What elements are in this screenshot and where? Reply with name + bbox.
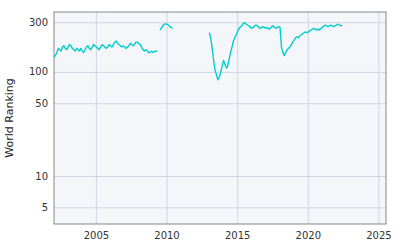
chart-container: 5 10 50 100 300 2005 2010 2015 2020 2025 World Ran… (0, 0, 400, 250)
y-grid-line (54, 22, 386, 23)
y-grid-line (54, 103, 386, 104)
x-tick-label: 2005 (84, 230, 109, 241)
y-tick-label: 10 (35, 171, 48, 182)
x-grid-line (167, 12, 168, 224)
y-tick-label: 50 (35, 98, 48, 109)
x-tick-label: 2020 (296, 230, 321, 241)
series-line (209, 23, 342, 80)
x-grid-line (378, 12, 379, 224)
chart: 5 10 50 100 300 2005 2010 2015 2020 2025 World Ran… (0, 0, 400, 250)
series-line (54, 41, 157, 57)
y-tick-label: 5 (42, 202, 48, 213)
x-tick-label: 2025 (366, 230, 391, 241)
y-tick-label: 100 (29, 66, 48, 77)
axes: 5 10 50 100 300 2005 2010 2015 2020 2025 (29, 12, 392, 241)
x-tick-label: 2010 (154, 230, 179, 241)
y-grid-line (54, 207, 386, 208)
x-grid-line (237, 12, 238, 224)
grid (54, 12, 386, 224)
y-axis-label: World Ranking (3, 78, 16, 158)
x-tick-label: 2015 (225, 230, 250, 241)
series-line (160, 24, 173, 30)
plot-frame (54, 12, 386, 224)
lines (54, 23, 342, 80)
y-grid-line (54, 176, 386, 177)
plot-background (54, 12, 386, 224)
y-tick-label: 300 (29, 17, 48, 28)
x-grid-line (308, 12, 309, 224)
x-grid-line (96, 12, 97, 224)
